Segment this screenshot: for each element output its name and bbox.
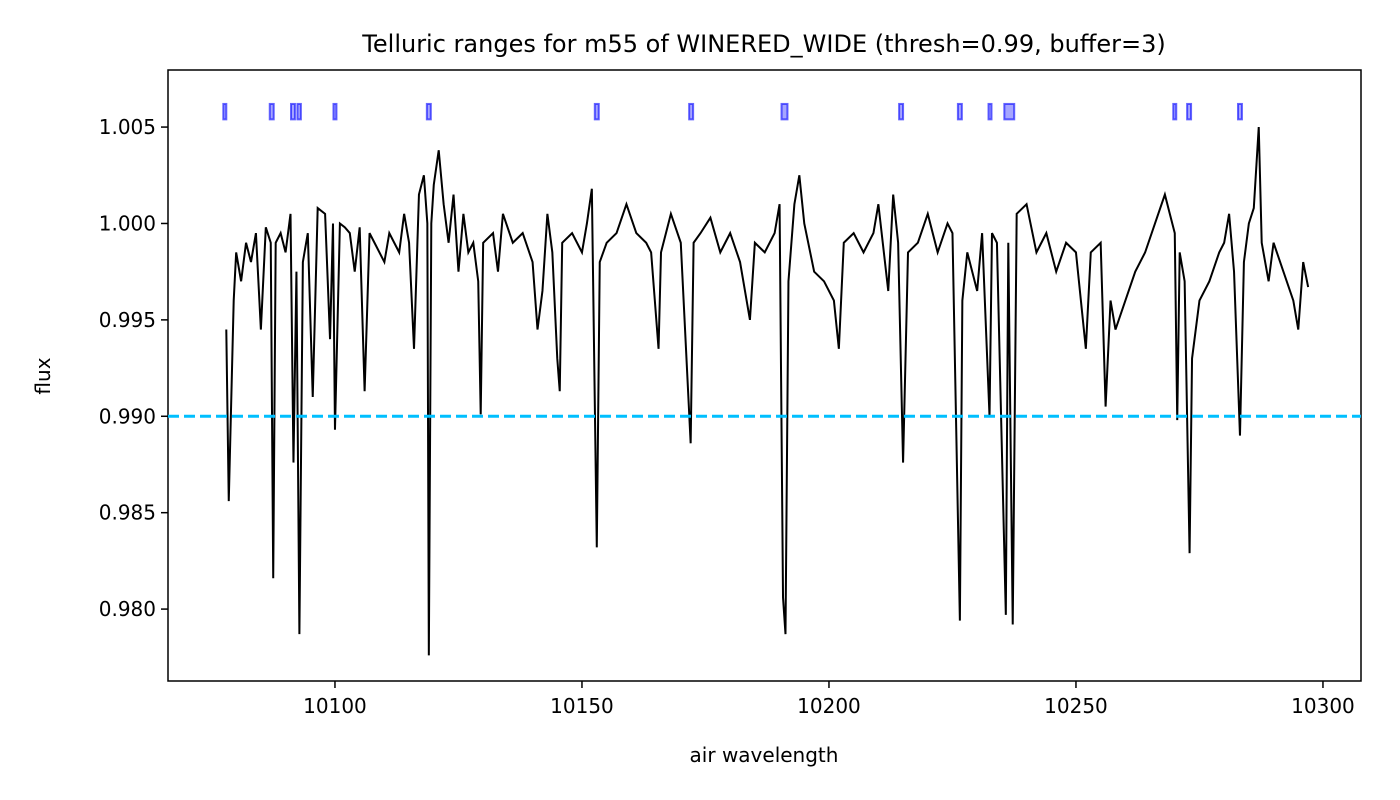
x-tick-label: 10300 [1291, 694, 1355, 718]
chart-title: Telluric ranges for m55 of WINERED_WIDE … [361, 30, 1165, 58]
telluric-range [956, 102, 963, 121]
telluric-range [1003, 102, 1016, 121]
telluric-range [1236, 102, 1243, 121]
plot-frame [167, 69, 1362, 682]
x-tick-label: 10100 [303, 694, 367, 718]
telluric-range [780, 102, 789, 121]
telluric-range [987, 102, 993, 121]
x-tick-label: 10150 [550, 694, 614, 718]
y-tick-label: 1.005 [99, 115, 156, 139]
spectrum-line [225, 127, 1310, 656]
telluric-range [332, 102, 338, 121]
y-tick-label: 1.000 [99, 211, 156, 235]
telluric-range [593, 102, 600, 121]
y-tick-label: 0.985 [99, 501, 156, 525]
telluric-range [296, 102, 302, 121]
telluric-range [1172, 102, 1178, 121]
telluric-range [222, 102, 228, 121]
x-tick-label: 10250 [1044, 694, 1108, 718]
telluric-range [290, 102, 296, 121]
x-tick-label: 10200 [797, 694, 861, 718]
y-axis-label: flux [31, 357, 55, 394]
y-tick-label: 0.990 [99, 404, 156, 428]
telluric-range [425, 102, 432, 121]
telluric-range [1186, 102, 1193, 121]
telluric-range [688, 102, 695, 121]
y-tick-label: 0.980 [99, 597, 156, 621]
x-axis-label: air wavelength [690, 743, 839, 767]
telluric-range [268, 102, 275, 121]
y-tick-label: 0.995 [99, 308, 156, 332]
telluric-range [898, 102, 905, 121]
